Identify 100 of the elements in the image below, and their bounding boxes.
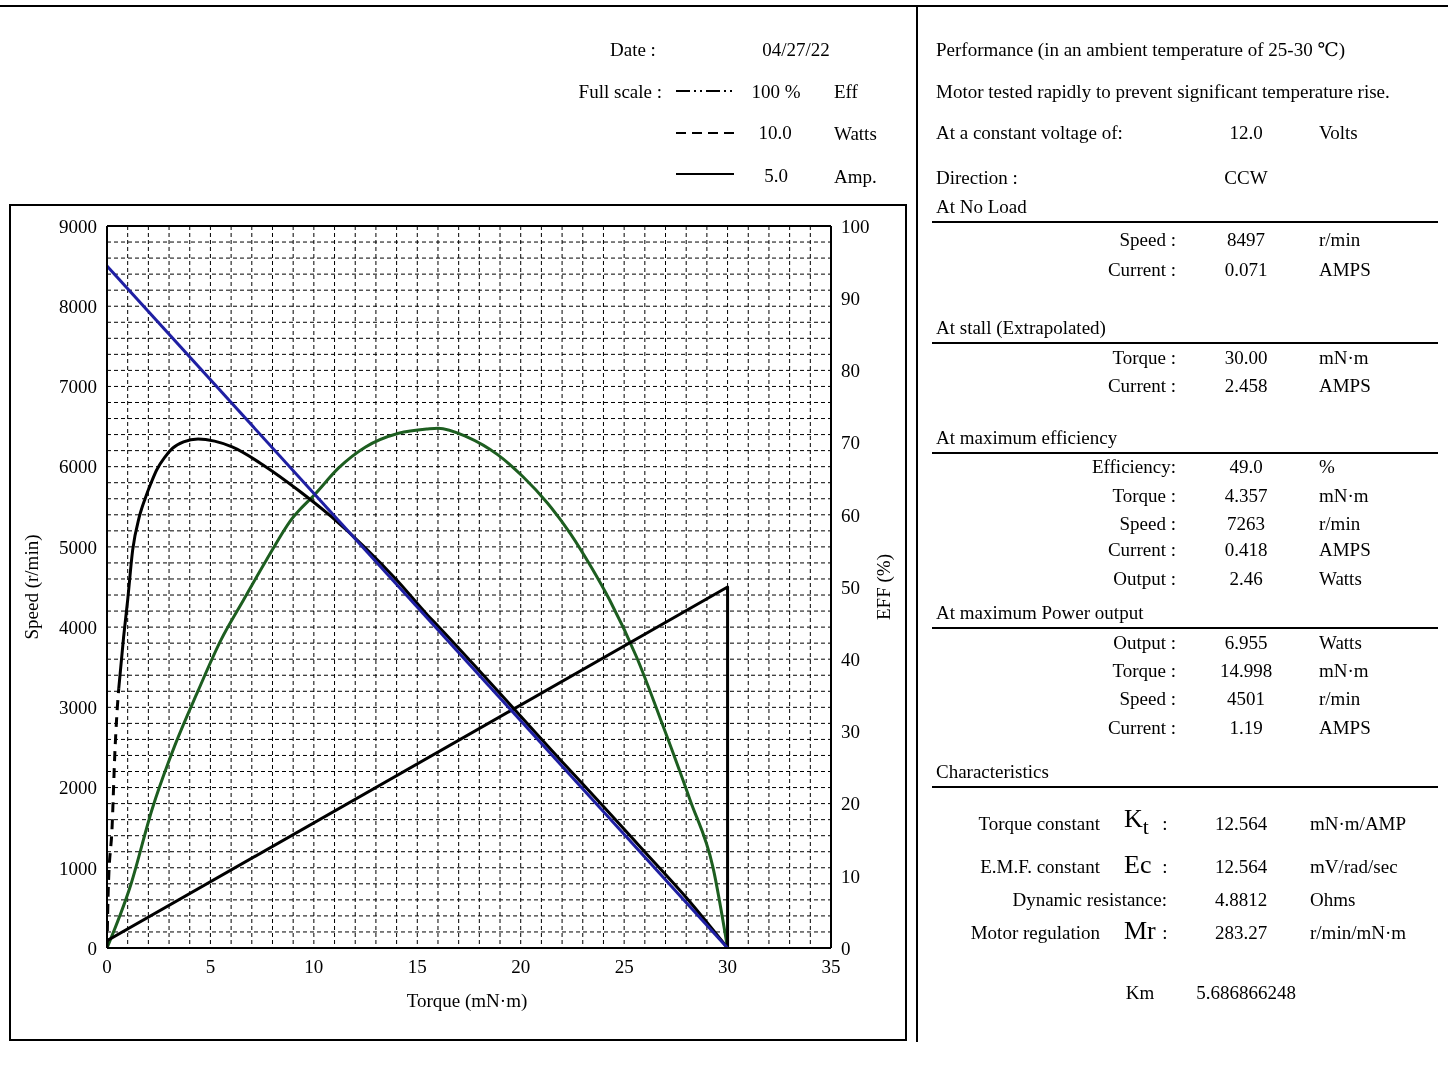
text: 12.564 [1214,813,1268,835]
text: 4501 [1227,688,1265,710]
y-tick-label: 5000 [59,536,97,558]
text: Speed : [1119,229,1176,251]
text: % [1319,456,1335,478]
y2-tick-label: 90 [841,287,860,309]
text: At maximum Power output [936,602,1144,624]
text: Mr [1124,916,1156,946]
text: 5.0 [764,165,788,187]
text: mN·m [1319,485,1369,507]
y-tick-label: 4000 [59,616,97,638]
text: 283.27 [1214,922,1268,944]
x-tick-label: 15 [407,956,427,978]
y-tick-label: 6000 [59,456,97,478]
x-tick-label: 30 [718,956,738,978]
text: Motor tested rapidly to prevent significant temperature rise. [936,81,1390,103]
y-tick-label: 2000 [59,777,97,799]
text: At stall (Extrapolated) [936,317,1106,339]
x-tick-label: 35 [821,956,841,978]
text: Watts [834,123,877,145]
y2-tick-label: 0 [841,937,851,959]
text: K$_{t}$ [1124,804,1149,840]
text: Output : [1113,632,1176,654]
text: Full scale : [578,81,662,103]
text: mN·m [1319,660,1369,682]
text: Current : [1107,717,1176,739]
text: Direction : [936,167,1018,189]
text: r/min/mN·m [1310,922,1407,944]
text: Km [1125,982,1155,1004]
text: 4.8812 [1214,889,1268,911]
text: Torque constant [978,813,1100,835]
text: 0.418 [1224,539,1268,561]
text: CCW [1224,167,1268,189]
y2-tick-label: 60 [841,504,860,526]
text: Speed : [1119,513,1176,535]
x-tick-label: 20 [511,956,531,978]
x-tick-label: 0 [102,956,112,978]
text: 100 % [751,81,801,103]
text: mV/rad/sec [1310,856,1398,878]
y-axis-title: Speed (r/min) [21,534,43,640]
text: 5.686866248 [1196,982,1296,1004]
x-tick-label: 5 [205,956,216,978]
text: AMPS [1319,259,1371,281]
text: 49.0 [1229,456,1263,478]
text: Torque : [1112,485,1176,507]
y2-tick-label: 40 [841,648,860,670]
text: Eff [834,81,858,103]
text: r/min [1319,688,1361,710]
text: 12.564 [1214,856,1268,878]
text: 12.0 [1229,122,1263,144]
text: mN·m/AMP [1310,813,1407,835]
text: At a constant voltage of: [936,122,1123,144]
text: At maximum efficiency [936,427,1118,449]
text: r/min [1319,229,1361,251]
text: 4.357 [1224,485,1268,507]
text: 14.998 [1219,660,1273,682]
text: AMPS [1319,375,1371,397]
text: Date : [610,39,656,61]
text: Torque : [1112,660,1176,682]
text: Performance (in an ambient temperature of 25-30 ℃) [936,39,1346,61]
text: Efficiency: [1091,456,1176,478]
text: Output : [1113,568,1176,590]
text: Ohms [1310,889,1356,911]
text: : [1162,922,1168,944]
y2-tick-label: 20 [841,793,860,815]
text: Torque : [1112,347,1176,369]
y2-tick-label: 10 [841,865,860,887]
text: 2.458 [1224,375,1268,397]
text: Watts [1319,632,1362,654]
y-tick-label: 8000 [59,295,97,317]
text: : [1162,856,1168,878]
text: 1.19 [1229,717,1263,739]
text: Speed : [1119,688,1176,710]
text: Volts [1319,122,1358,144]
text: Watts [1319,568,1362,590]
text: Ec [1124,850,1152,880]
y2-tick-label: 30 [841,721,860,743]
text: : [1162,813,1168,835]
text: Characteristics [936,761,1049,783]
text: 04/27/22 [762,39,830,61]
y-tick-label: 0 [87,937,97,959]
text: Current : [1107,259,1176,281]
y2-axis-title: EFF (%) [873,554,895,620]
text: At No Load [936,196,1027,218]
y2-tick-label: 100 [841,215,870,237]
text: 0.071 [1224,259,1268,281]
x-tick-label: 25 [614,956,634,978]
y-tick-label: 3000 [59,697,97,719]
x-tick-label: 10 [304,956,324,978]
text: Dynamic resistance: [1012,889,1167,911]
y-tick-label: 9000 [59,215,97,237]
y2-tick-label: 80 [841,360,860,382]
text: mN·m [1319,347,1369,369]
text: Amp. [834,166,877,188]
text: AMPS [1319,539,1371,561]
text: Motor regulation [970,922,1100,944]
text: Current : [1107,539,1176,561]
text: 8497 [1227,229,1265,251]
text: 6.955 [1224,632,1268,654]
text: Current : [1107,375,1176,397]
